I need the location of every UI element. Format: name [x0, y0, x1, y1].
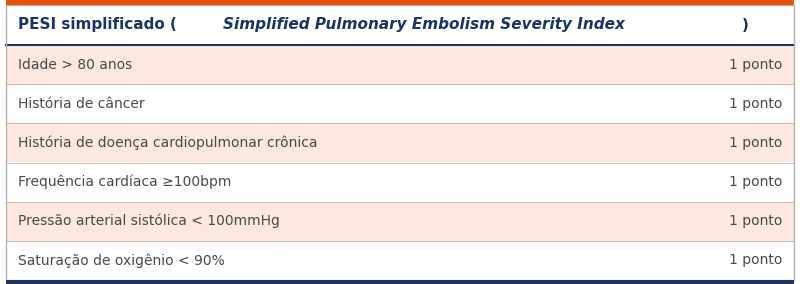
- Text: 1 ponto: 1 ponto: [729, 214, 782, 228]
- Text: 1 ponto: 1 ponto: [729, 58, 782, 72]
- Text: Saturação de oxigênio < 90%: Saturação de oxigênio < 90%: [18, 253, 225, 268]
- Text: História de doença cardiopulmonar crônica: História de doença cardiopulmonar crônic…: [18, 136, 318, 150]
- Text: Pressão arterial sistólica < 100mmHg: Pressão arterial sistólica < 100mmHg: [18, 214, 280, 229]
- Text: Idade > 80 anos: Idade > 80 anos: [18, 58, 132, 72]
- Bar: [6, 280, 794, 284]
- Bar: [6, 84, 794, 123]
- Text: 1 ponto: 1 ponto: [729, 136, 782, 150]
- Bar: [6, 162, 794, 202]
- Text: Simplified Pulmonary Embolism Severity Index: Simplified Pulmonary Embolism Severity I…: [223, 18, 625, 32]
- Text: História de câncer: História de câncer: [18, 97, 145, 111]
- Text: 1 ponto: 1 ponto: [729, 97, 782, 111]
- Bar: [6, 241, 794, 280]
- Text: 1 ponto: 1 ponto: [729, 175, 782, 189]
- Text: ): ): [742, 18, 749, 32]
- Bar: [6, 45, 794, 84]
- Text: Frequência cardíaca ≥100bpm: Frequência cardíaca ≥100bpm: [18, 175, 231, 189]
- Bar: [6, 5, 794, 45]
- Text: 1 ponto: 1 ponto: [729, 253, 782, 268]
- Bar: [6, 202, 794, 241]
- Bar: [6, 123, 794, 162]
- Bar: [6, 0, 794, 5]
- Text: PESI simplificado (: PESI simplificado (: [18, 18, 177, 32]
